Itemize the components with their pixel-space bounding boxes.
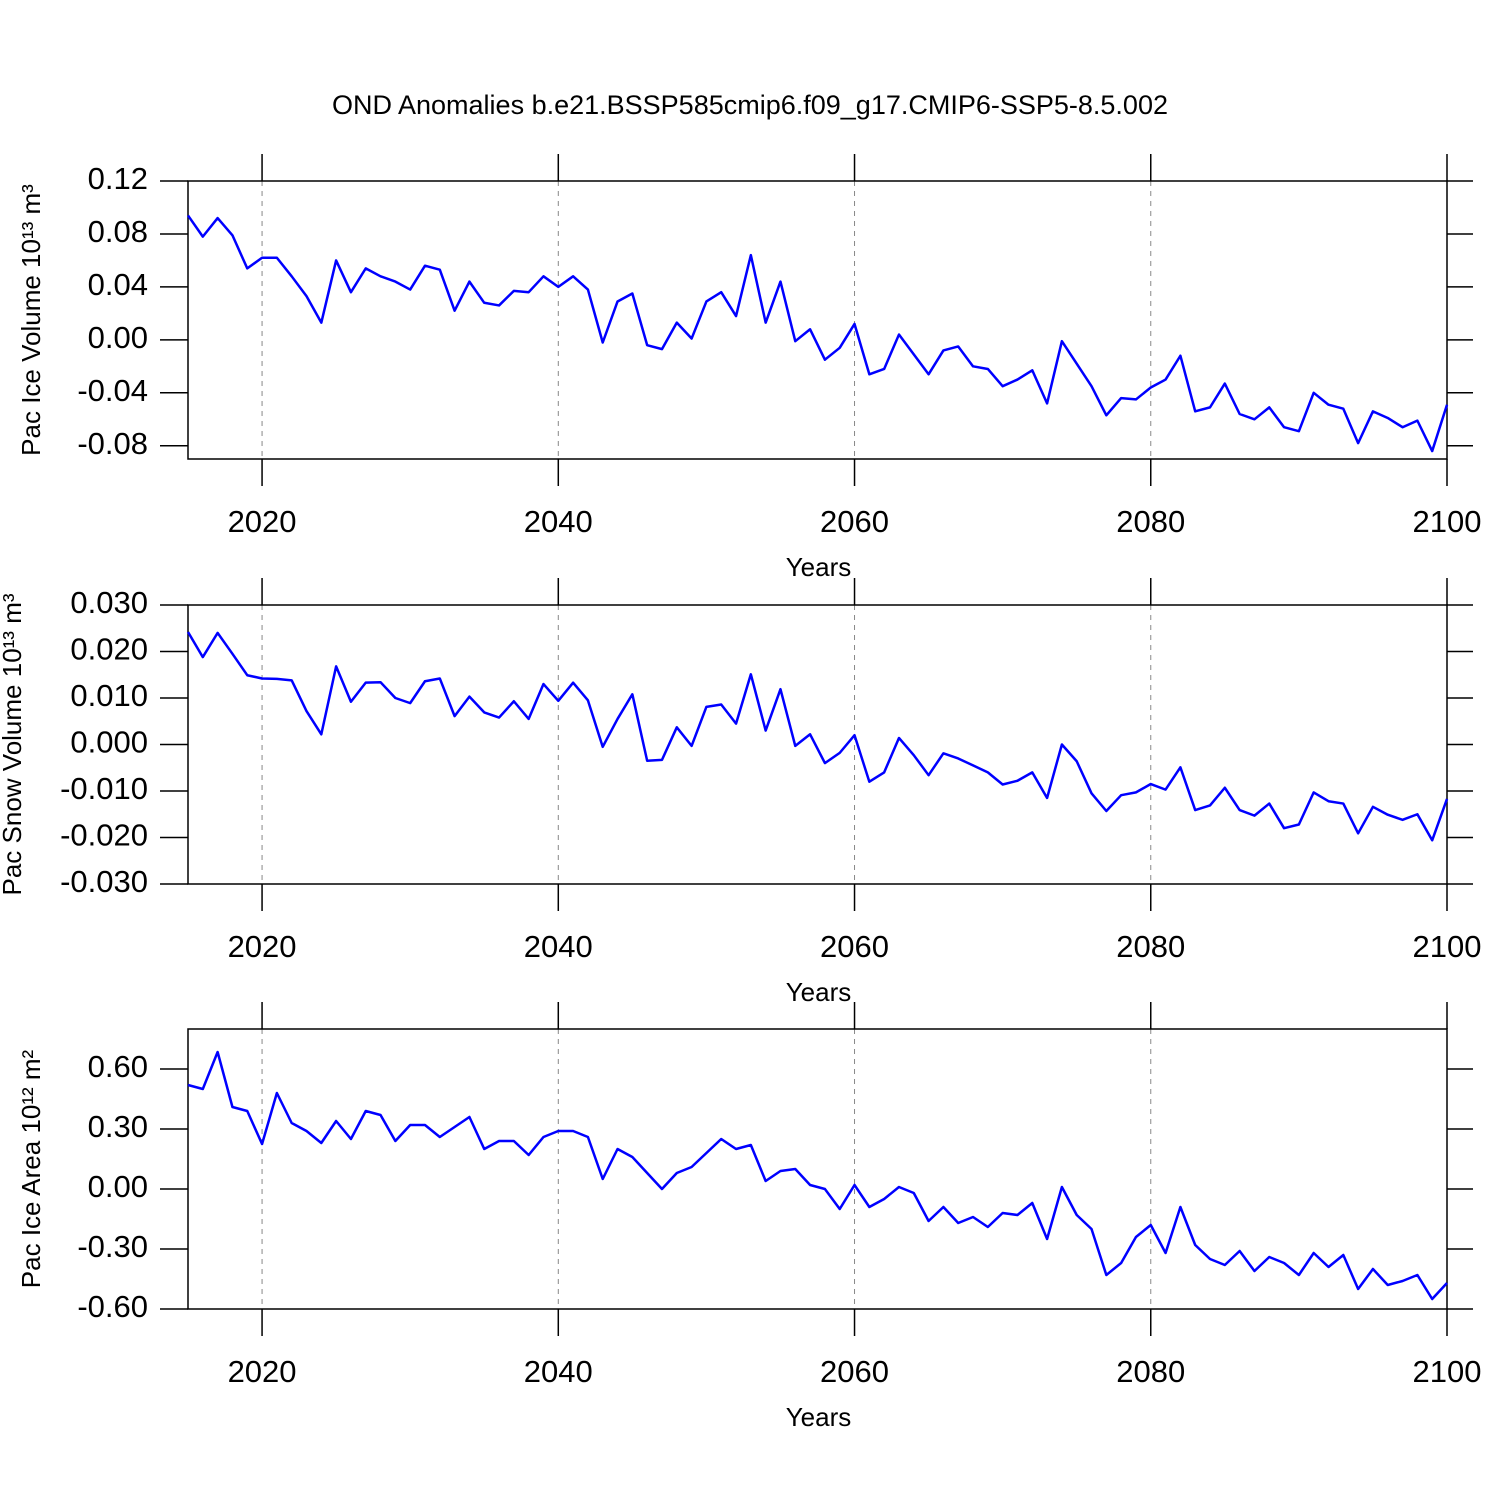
x-tick-label: 2080 (1116, 929, 1185, 964)
y-tick-label: -0.04 (77, 373, 148, 408)
x-tick-label: 2020 (228, 1354, 297, 1389)
plot-frame (187, 180, 1448, 460)
y-tick-label: 0.60 (88, 1049, 148, 1084)
y-tick-label: 0.30 (88, 1109, 148, 1144)
data-line (187, 1050, 1448, 1301)
x-tick-label: 2060 (820, 929, 889, 964)
plot-frame (187, 1028, 1448, 1310)
data-line (186, 214, 1449, 453)
y-tick-label: -0.030 (60, 864, 148, 899)
y-tick-label: 0.00 (88, 1169, 148, 1204)
x-tick-label: 2040 (524, 1354, 593, 1389)
data-line (186, 631, 1449, 842)
y-tick-label: 0.08 (88, 214, 148, 249)
y-tick-label: -0.60 (77, 1289, 148, 1324)
x-tick-label: 2020 (228, 504, 297, 539)
y-tick-label: 0.030 (70, 585, 148, 620)
x-tick-label: 2040 (524, 929, 593, 964)
x-tick-label: 2060 (820, 1354, 889, 1389)
x-tick-label: 2080 (1116, 1354, 1185, 1389)
chart-title: OND Anomalies b.e21.BSSP585cmip6.f09_g17… (332, 90, 1168, 120)
plot-frame (187, 604, 1448, 885)
y-tick-label: 0.000 (70, 725, 148, 760)
x-tick-label: 2040 (524, 504, 593, 539)
x-axis-label: Years (786, 1402, 852, 1432)
x-tick-label: 2020 (228, 929, 297, 964)
x-axis-label: Years (786, 977, 852, 1007)
x-tick-label: 2060 (820, 504, 889, 539)
y-tick-label: -0.30 (77, 1229, 148, 1264)
y-tick-label: 0.020 (70, 632, 148, 667)
y-tick-label: 0.00 (88, 320, 148, 355)
x-tick-label: 2080 (1116, 504, 1185, 539)
y-tick-label: -0.010 (60, 771, 148, 806)
y-axis-label: Pac Ice Volume 10¹³ m³ (16, 184, 46, 456)
y-tick-label: -0.08 (77, 426, 148, 461)
x-tick-label: 2100 (1413, 1354, 1482, 1389)
x-tick-label: 2100 (1413, 929, 1482, 964)
y-tick-label: 0.04 (88, 267, 148, 302)
y-tick-label: -0.020 (60, 818, 148, 853)
y-axis-label: Pac Ice Area 10¹² m² (16, 1049, 46, 1288)
x-tick-label: 2100 (1413, 504, 1482, 539)
y-tick-label: 0.12 (88, 161, 148, 196)
x-axis-label: Years (786, 552, 852, 582)
y-axis-label: Pac Snow Volume 10¹³ m³ (0, 593, 27, 895)
y-tick-label: 0.010 (70, 678, 148, 713)
